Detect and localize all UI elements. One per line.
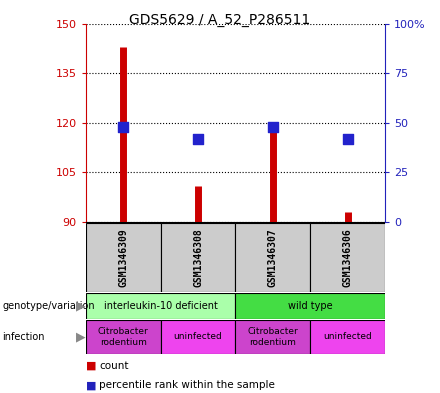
Bar: [235, 320, 310, 354]
Point: [194, 136, 202, 142]
Text: genotype/variation: genotype/variation: [2, 301, 95, 311]
Text: GSM1346306: GSM1346306: [343, 228, 352, 286]
Point: [344, 136, 351, 142]
Bar: [161, 320, 235, 354]
Text: ■: ■: [86, 380, 96, 390]
Text: count: count: [99, 361, 128, 371]
Text: ▶: ▶: [76, 331, 85, 343]
Text: GSM1346307: GSM1346307: [268, 228, 278, 286]
Text: uninfected: uninfected: [174, 332, 222, 342]
Bar: [86, 320, 161, 354]
Text: ■: ■: [86, 361, 96, 371]
Bar: [161, 223, 235, 292]
Text: uninfected: uninfected: [323, 332, 372, 342]
Bar: [310, 223, 385, 292]
Bar: [235, 293, 385, 319]
Text: Citrobacter
rodentium: Citrobacter rodentium: [247, 327, 298, 347]
Text: Citrobacter
rodentium: Citrobacter rodentium: [98, 327, 149, 347]
Bar: [86, 223, 161, 292]
Bar: [310, 320, 385, 354]
Text: GSM1346308: GSM1346308: [193, 228, 203, 286]
Text: ▶: ▶: [76, 299, 85, 312]
Text: GDS5629 / A_52_P286511: GDS5629 / A_52_P286511: [129, 13, 311, 27]
Bar: [235, 223, 310, 292]
Text: GSM1346309: GSM1346309: [118, 228, 128, 286]
Text: interleukin-10 deficient: interleukin-10 deficient: [104, 301, 217, 311]
Text: percentile rank within the sample: percentile rank within the sample: [99, 380, 275, 390]
Text: infection: infection: [2, 332, 45, 342]
Point: [120, 124, 127, 130]
Bar: [86, 293, 235, 319]
Point: [269, 124, 276, 130]
Text: wild type: wild type: [288, 301, 333, 311]
